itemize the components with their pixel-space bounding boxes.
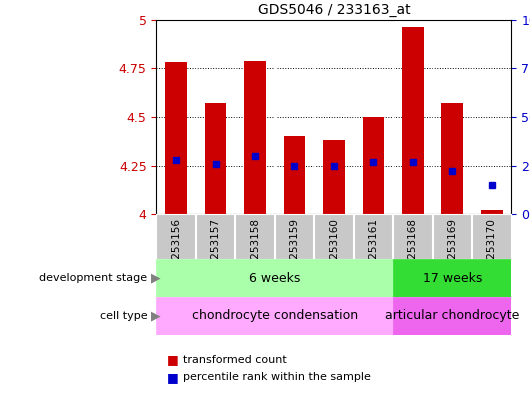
Text: GSM1253159: GSM1253159 [289, 218, 299, 288]
Text: ▶: ▶ [151, 272, 161, 285]
Text: ■: ■ [167, 353, 183, 366]
Bar [165, 62, 187, 214]
Bar [156, 297, 393, 335]
Text: transformed count: transformed count [183, 354, 287, 365]
Text: 6 weeks: 6 weeks [249, 272, 301, 285]
Bar [363, 117, 384, 214]
Bar [441, 103, 463, 214]
Bar [205, 103, 226, 214]
Text: articular chondrocyte: articular chondrocyte [385, 309, 519, 322]
Text: GSM1253157: GSM1253157 [210, 218, 220, 288]
Text: GSM1253158: GSM1253158 [250, 218, 260, 288]
Text: cell type: cell type [100, 311, 151, 321]
Text: ■: ■ [167, 371, 183, 384]
Bar [402, 28, 423, 214]
Text: GSM1253168: GSM1253168 [408, 218, 418, 288]
Text: development stage: development stage [39, 273, 151, 283]
Bar [156, 259, 393, 297]
Text: 17 weeks: 17 weeks [422, 272, 482, 285]
Text: GSM1253160: GSM1253160 [329, 218, 339, 288]
Bar [244, 61, 266, 214]
Text: percentile rank within the sample: percentile rank within the sample [183, 372, 370, 382]
Text: GSM1253170: GSM1253170 [487, 218, 497, 288]
Bar [284, 136, 305, 214]
Text: GSM1253156: GSM1253156 [171, 218, 181, 288]
Text: GSM1253161: GSM1253161 [368, 218, 378, 288]
Title: GDS5046 / 233163_at: GDS5046 / 233163_at [258, 3, 410, 17]
Bar [323, 140, 344, 214]
Bar [393, 297, 511, 335]
Text: ▶: ▶ [151, 309, 161, 322]
Bar [393, 259, 511, 297]
Text: GSM1253169: GSM1253169 [447, 218, 457, 288]
Bar [481, 210, 502, 214]
Text: chondrocyte condensation: chondrocyte condensation [192, 309, 358, 322]
